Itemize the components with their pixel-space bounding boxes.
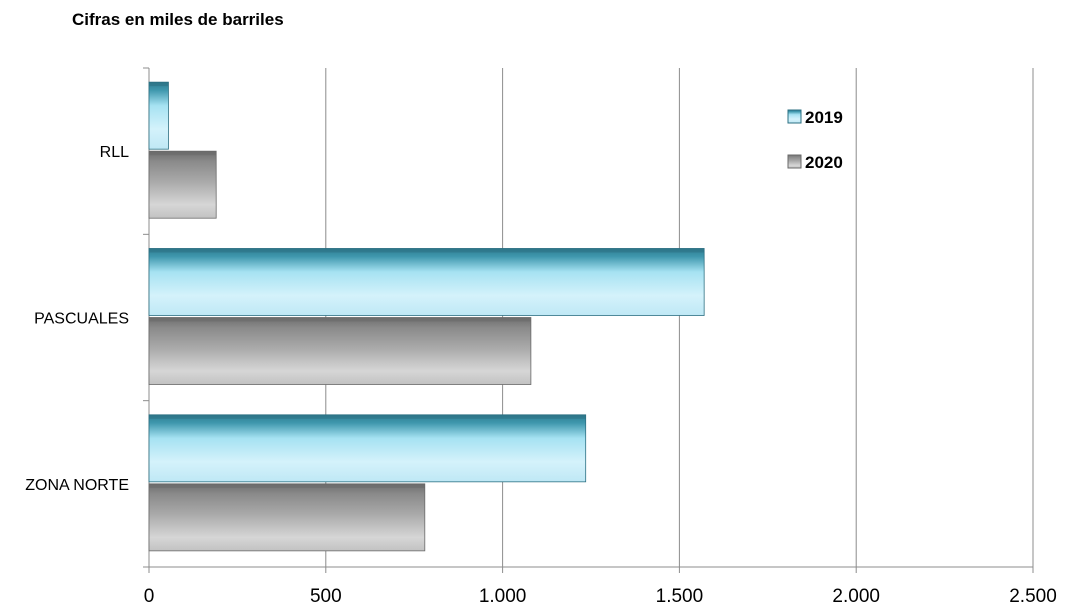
bar-2020-zona-norte — [148, 483, 426, 552]
legend-label-2019: 2019 — [805, 108, 843, 127]
category-label: ZONA NORTE — [25, 477, 129, 494]
category-label: PASCUALES — [34, 311, 129, 328]
bar-2020-rll — [148, 150, 217, 219]
category-label: RLL — [100, 144, 129, 161]
legend-swatch-2020 — [787, 154, 802, 169]
x-tick-label: 1.000 — [479, 586, 527, 607]
bar-2020-pascuales — [148, 317, 532, 385]
bar-bevel — [149, 248, 705, 253]
bar-2019-pascuales — [148, 248, 705, 316]
bar-2019-zona-norte — [148, 414, 587, 483]
x-tick-label: 500 — [310, 586, 342, 607]
bar-bevel — [149, 483, 425, 488]
x-tick-label: 0 — [144, 586, 155, 607]
bar-bevel — [149, 414, 586, 419]
legend-swatch-2019 — [787, 109, 802, 124]
labels: 0 500 1.000 1.500 2.000 2.500 RLL PASCUALES ZONA… — [25, 144, 1056, 607]
bar-bevel — [149, 151, 217, 156]
bar-2019-rll — [148, 81, 169, 150]
bar-bevel — [149, 82, 169, 87]
chart-title: Cifras en miles de barriles — [72, 10, 284, 29]
x-tick-label: 2.000 — [832, 586, 880, 607]
bars — [148, 81, 705, 552]
x-tick-label: 1.500 — [656, 586, 704, 607]
legend: 2019 2020 — [787, 108, 843, 172]
x-tick-label: 2.500 — [1009, 586, 1057, 607]
bar-bevel — [149, 317, 531, 322]
legend-label-2020: 2020 — [805, 153, 843, 172]
